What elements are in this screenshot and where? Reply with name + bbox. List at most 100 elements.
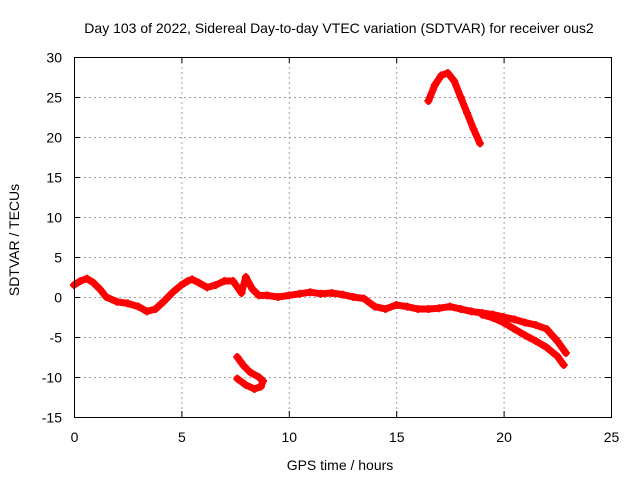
chart-title: Day 103 of 2022, Sidereal Day-to-day VTE…: [84, 20, 594, 36]
data-point: [381, 305, 390, 313]
data-point: [413, 305, 422, 313]
data-point: [424, 97, 433, 105]
data-point: [553, 337, 562, 345]
y-tick-label: 30: [46, 50, 62, 66]
data-point: [392, 301, 401, 309]
y-tick-label: 0: [54, 290, 62, 306]
data-point: [248, 285, 257, 293]
data-point: [211, 281, 220, 289]
x-axis-label: GPS time / hours: [287, 457, 394, 473]
data-point: [521, 318, 530, 327]
data-point: [241, 273, 250, 281]
data-point: [254, 291, 263, 300]
data-point: [143, 307, 152, 316]
data-point: [443, 69, 452, 77]
data-point: [274, 293, 283, 301]
data-point: [424, 305, 433, 313]
data-series: [70, 69, 570, 393]
x-tick-label: 5: [178, 429, 186, 445]
y-tick-label: 10: [46, 210, 62, 226]
data-point: [317, 289, 326, 298]
data-point: [228, 277, 237, 285]
data-point: [450, 77, 459, 85]
data-point: [134, 302, 143, 311]
x-tick-label: 0: [71, 429, 79, 445]
x-tick-label: 20: [496, 429, 512, 445]
grid-lines: [74, 57, 611, 417]
data-point: [456, 93, 465, 101]
data-point: [76, 277, 85, 285]
data-point: [246, 368, 255, 377]
data-point: [402, 302, 411, 311]
data-point: [295, 289, 304, 298]
data-point: [499, 318, 508, 327]
data-point: [160, 297, 169, 305]
data-point: [531, 321, 540, 329]
y-tick-label: -5: [50, 330, 63, 346]
data-point: [456, 305, 465, 313]
y-tick-label: 25: [46, 90, 62, 106]
data-point: [510, 315, 519, 324]
y-tick-label: -15: [42, 410, 62, 426]
series-high-arc: [424, 69, 484, 148]
data-point: [437, 71, 446, 80]
data-point: [194, 278, 203, 287]
data-point: [168, 288, 177, 297]
series-main-track: [70, 273, 570, 357]
data-point: [123, 299, 132, 308]
data-point: [241, 381, 250, 389]
y-axis-label: SDTVAR / TECUs: [6, 184, 22, 296]
data-point: [349, 293, 358, 301]
data-point: [559, 361, 568, 369]
axis-ticks: 0 5 10 15 20 25 -15 -10 -5 0 5 10 15 20 25 30: [42, 50, 620, 446]
data-point: [463, 109, 472, 117]
data-point: [542, 343, 551, 352]
x-tick-label: 15: [389, 429, 405, 445]
y-tick-label: 5: [54, 250, 62, 266]
data-point: [82, 274, 91, 283]
data-point: [478, 310, 487, 319]
data-point: [220, 277, 229, 285]
data-point: [327, 289, 336, 297]
data-point: [239, 361, 248, 370]
y-tick-label: 20: [46, 130, 62, 146]
y-tick-label: 15: [46, 170, 62, 186]
data-point: [89, 278, 98, 287]
data-point: [151, 305, 160, 313]
data-point: [177, 281, 186, 289]
data-point: [95, 285, 104, 293]
data-point: [370, 302, 379, 311]
data-point: [306, 288, 315, 297]
data-point: [254, 373, 263, 381]
data-point: [112, 297, 121, 306]
data-point: [188, 275, 197, 284]
data-point: [561, 349, 570, 357]
data-point: [521, 331, 530, 340]
data-point: [475, 139, 484, 148]
data-point: [102, 293, 111, 301]
data-point: [531, 337, 540, 345]
y-tick-label: -10: [42, 370, 62, 386]
series-lower-branch: [478, 310, 568, 369]
data-point: [469, 125, 478, 133]
series-low-arc: [233, 353, 268, 393]
data-point: [445, 302, 454, 311]
data-point: [237, 289, 246, 297]
data-point: [183, 277, 192, 285]
data-point: [435, 304, 444, 313]
data-point: [256, 382, 265, 391]
data-point: [430, 81, 439, 89]
data-point: [338, 290, 347, 299]
data-point: [542, 325, 551, 333]
data-point: [233, 353, 242, 361]
data-point: [284, 291, 293, 300]
data-point: [359, 294, 368, 303]
x-tick-label: 10: [282, 429, 298, 445]
data-point: [259, 377, 268, 385]
x-tick-label: 25: [604, 429, 620, 445]
data-point: [488, 313, 497, 322]
data-point: [233, 374, 242, 383]
data-point: [250, 385, 259, 393]
data-point: [263, 291, 272, 300]
